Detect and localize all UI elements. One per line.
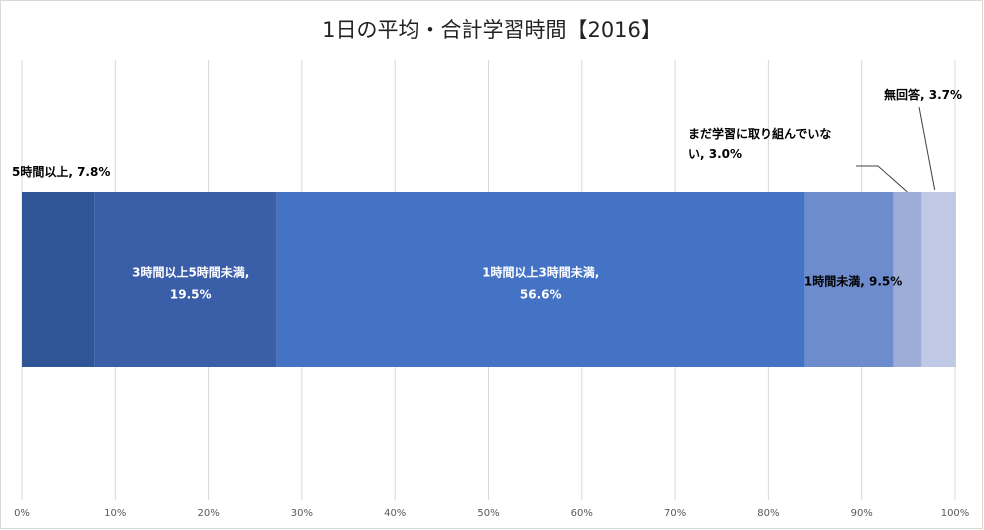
x-tick-label: 90%	[851, 508, 873, 519]
data-label: 無回答, 3.7%	[884, 87, 962, 102]
bar-segment	[921, 192, 956, 367]
bar-segment	[22, 192, 95, 367]
x-tick-label: 60%	[571, 508, 593, 519]
data-label: 3時間以上5時間未満,	[132, 265, 249, 280]
data-label: 19.5%	[170, 288, 212, 302]
leader-line	[918, 106, 936, 191]
x-tick-label: 70%	[664, 508, 686, 519]
data-label: 1時間以上3時間未満,	[482, 265, 599, 280]
x-tick-label: 100%	[941, 508, 970, 519]
x-tick-label: 30%	[291, 508, 313, 519]
bar-segment	[804, 192, 894, 367]
data-label: 1時間未満, 9.5%	[804, 274, 902, 289]
data-label: まだ学習に取り組んでいな	[688, 126, 831, 141]
chart-title: 1日の平均・合計学習時間【2016】	[322, 18, 662, 42]
x-tick-label: 40%	[384, 508, 406, 519]
x-axis-tick-labels: 0% 10% 20% 30% 40% 50% 60% 70% 80% 90% 100%	[14, 508, 969, 519]
x-tick-label: 0%	[14, 508, 30, 519]
data-label: い, 3.0%	[688, 147, 742, 161]
x-tick-label: 10%	[104, 508, 126, 519]
bar-segment	[276, 192, 805, 367]
x-tick-label: 20%	[197, 508, 219, 519]
data-label: 56.6%	[520, 288, 562, 302]
leader-line	[856, 165, 908, 193]
x-tick-label: 50%	[477, 508, 499, 519]
bar-segment	[893, 192, 922, 367]
data-labels: 5時間以上, 7.8% 3時間以上5時間未満, 19.5% 1時間以上3時間未満, 56…	[12, 87, 962, 302]
bar-segment	[94, 192, 277, 367]
bar-segments	[22, 192, 956, 367]
leader-lines	[856, 106, 936, 193]
data-label: 5時間以上, 7.8%	[12, 164, 110, 179]
x-tick-label: 80%	[757, 508, 779, 519]
